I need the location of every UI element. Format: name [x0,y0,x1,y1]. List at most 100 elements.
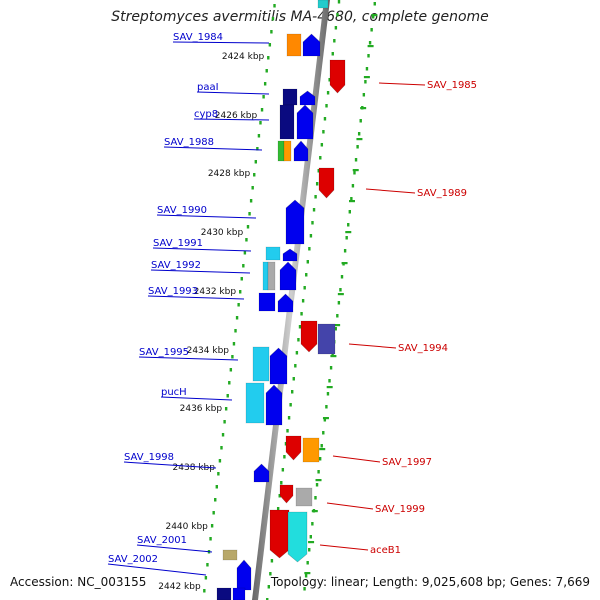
gene-label-left[interactable]: SAV_1992 [151,260,201,271]
guide-dot [212,511,215,515]
gene-label-left[interactable]: SAV_1984 [173,32,223,43]
gene-arrow[interactable] [318,167,335,199]
gene-box[interactable] [317,323,336,355]
gene-box[interactable] [258,292,276,312]
guide-dot [218,459,222,463]
gene-arrow[interactable] [329,59,346,94]
guide-dot [365,67,369,71]
guide-dot [234,329,237,333]
gene-box[interactable] [262,261,269,291]
gene-label-left[interactable]: SAV_1991 [153,238,203,249]
guide-dot [359,119,362,123]
gene-label-left[interactable]: cyp8 [194,109,218,120]
gene-arrow[interactable] [277,293,294,313]
gene-label-left[interactable]: SAV_1988 [164,137,214,148]
guide-dot [235,316,239,320]
gene-box[interactable] [252,346,270,382]
guide-dot [287,416,291,420]
gene-label-left[interactable]: pucH [161,387,187,398]
guide-dot [248,212,251,216]
guide-dot [308,548,311,552]
gene-arrow[interactable] [300,320,318,353]
guide-dot [229,368,233,372]
gene-label-right[interactable]: SAV_1999 [375,504,425,515]
gene-box[interactable] [295,487,313,507]
guide-dot [336,13,339,17]
gene-box[interactable] [277,140,285,162]
gene-arrow[interactable] [299,90,316,106]
gene-arrow[interactable] [296,104,314,140]
gene-box[interactable] [216,587,232,600]
gene-box[interactable] [245,382,265,424]
genome-title: Streptomyces avermitilis MA-4680, comple… [111,9,489,25]
gene-arrow[interactable] [282,248,298,262]
gene-box[interactable] [317,0,329,9]
gene-arrow[interactable] [293,140,309,162]
gene-box[interactable] [286,33,302,57]
gene-label-left[interactable]: SAV_1993 [148,286,198,297]
gene-arrow[interactable] [285,435,302,461]
gene-label-right[interactable]: SAV_1989 [417,188,467,199]
gene-features [216,0,346,600]
guide-dot [337,301,341,305]
guide-dot [334,327,337,331]
guide-dot [315,182,319,186]
gene-box[interactable] [265,246,281,261]
gene-label-left[interactable]: SAV_1990 [157,205,207,216]
guide-dot [268,43,272,47]
gene-arrow[interactable] [265,384,283,426]
gene-label-left[interactable]: paaI [197,82,219,93]
gene-arrow[interactable] [287,511,308,563]
kbp-tick-label: 2438 kbp [173,463,216,473]
gene-label-leader [156,214,257,219]
guide-dot [270,559,274,563]
guide-dot [325,405,328,409]
guide-dash [341,262,348,265]
gene-label-right[interactable]: aceB1 [370,545,401,556]
guide-dot [343,249,347,253]
gene-arrow[interactable] [279,261,297,291]
guide-dot [292,377,295,381]
gene-arrow[interactable] [285,199,305,245]
guide-dot [291,390,294,394]
guide-dot [231,355,234,359]
guide-dot [270,30,273,34]
guide-dot [260,108,264,112]
gene-box[interactable] [232,587,246,600]
guide-dot [317,169,320,173]
gene-box[interactable] [302,437,320,463]
kbp-tick-label: 2434 kbp [187,346,230,356]
gene-arrow[interactable] [269,347,288,385]
gene-box[interactable] [267,261,276,291]
gene-box[interactable] [283,140,292,162]
gene-label-left[interactable]: SAV_1998 [124,452,174,463]
gene-label-leader [378,82,426,86]
gene-label-leader [136,544,213,553]
gene-arrow[interactable] [269,509,290,559]
gene-arrow[interactable] [279,484,294,504]
gene-box[interactable] [282,88,298,106]
gene-label-leader [332,455,381,463]
gene-label-right[interactable]: SAV_1997 [382,457,432,468]
guide-dot [314,195,317,199]
guide-dot [203,589,206,593]
guide-dot [329,366,333,370]
guide-dot [283,455,286,459]
gene-label-leader [365,188,416,194]
gene-label-right[interactable]: SAV_1994 [398,343,448,354]
guide-dot [246,225,250,229]
guide-dot [303,286,306,290]
guide-dot [263,82,267,86]
gene-label-left[interactable]: SAV_2001 [137,535,187,546]
gene-label-right[interactable]: SAV_1985 [427,80,477,91]
gene-arrow[interactable] [236,559,252,591]
gene-arrow[interactable] [253,463,270,483]
gene-box[interactable] [222,549,238,561]
gene-label-leader [163,146,263,151]
gene-label-left[interactable]: SAV_1995 [139,347,189,358]
guide-dot [297,338,300,342]
gene-label-left[interactable]: SAV_2002 [108,554,158,565]
gene-box[interactable] [279,104,295,140]
gene-arrow[interactable] [302,33,321,57]
guide-dot [300,312,303,316]
